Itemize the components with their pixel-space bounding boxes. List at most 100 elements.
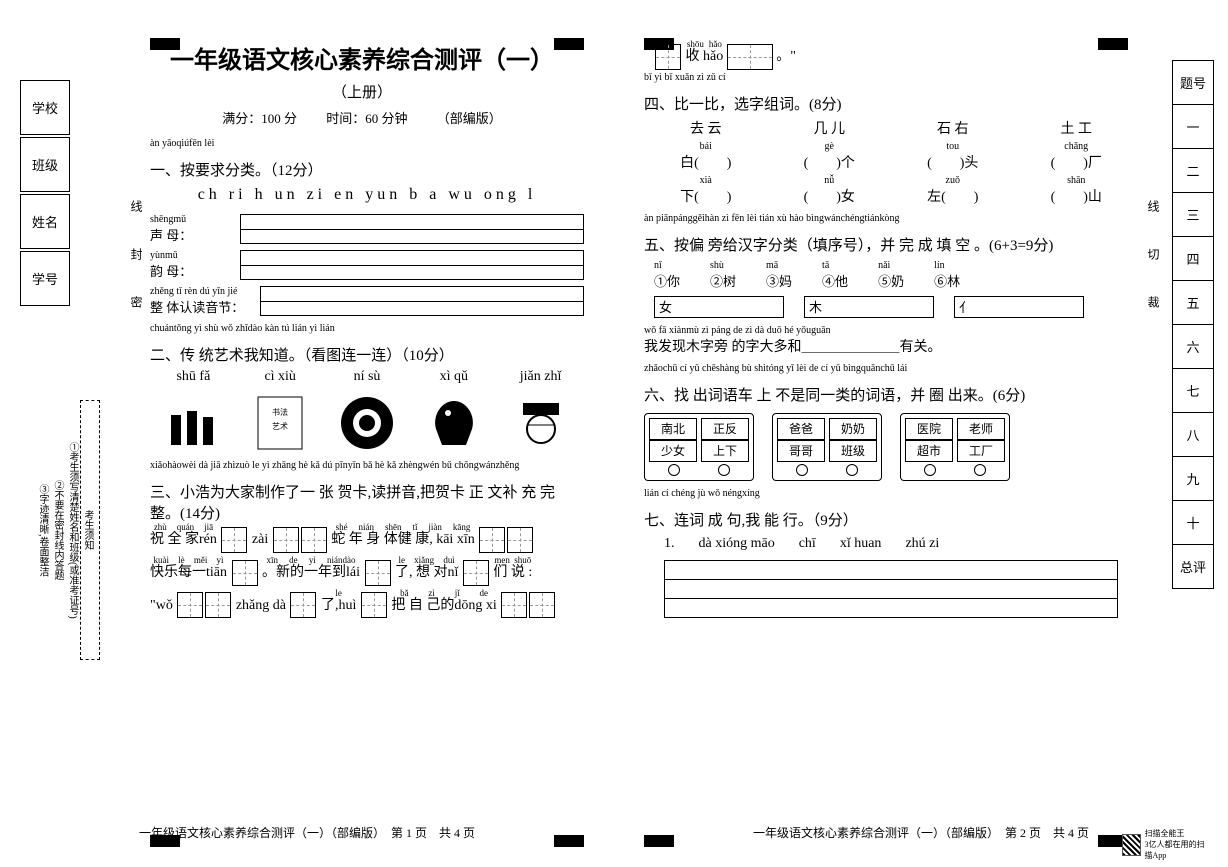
svg-text:艺术: 艺术: [272, 421, 288, 431]
q3-line4: 收 hǎoshōu hǎo 。": [654, 40, 1138, 73]
tian-box[interactable]: [232, 560, 258, 586]
art-calligraphy-icon[interactable]: 书法艺术: [250, 393, 310, 453]
q2-images: 书法艺术: [150, 393, 584, 453]
q5-fill-line[interactable]: 我发现木字旁 的字大多和＿＿＿＿＿＿＿有关。: [644, 336, 1138, 356]
score-head: 题号: [1172, 60, 1214, 105]
q3-line1: 祝 全 家rénzhù quán jiā zài 蛇 年 身 体健 康, kāi…: [150, 523, 584, 556]
tian-box[interactable]: [177, 592, 203, 618]
svg-text:书法: 书法: [272, 407, 288, 417]
tian-box[interactable]: [221, 527, 247, 553]
edition: （部编版）: [437, 111, 502, 126]
info-class[interactable]: 班级: [20, 137, 70, 192]
q1-row-zhengti: zhěng tǐ rèn dú yīn jié整 体认读音节：: [150, 286, 584, 316]
exam-meta: 满分：100 分 时间：60 分钟 （部编版）: [140, 108, 584, 127]
q4-row1: bái白( ) gè( )个 tou( )头 chǎng( )厂: [644, 142, 1138, 172]
tian-box[interactable]: [290, 592, 316, 618]
score-total[interactable]: 总评: [1172, 544, 1214, 589]
exam-title: 一年级语文核心素养综合测评（一）: [140, 40, 584, 75]
tian-box-wide[interactable]: [727, 44, 773, 70]
tian-box[interactable]: [301, 527, 327, 553]
art-opera-icon[interactable]: [511, 393, 571, 453]
q6-trains: 南北正反 少女上下 爸爸奶奶 哥哥班级 医院老师 超市工厂: [644, 413, 1138, 481]
score-2[interactable]: 二: [1172, 148, 1214, 193]
train-1[interactable]: 南北正反 少女上下: [644, 413, 754, 481]
info-id[interactable]: 学号: [20, 251, 70, 306]
score-9[interactable]: 九: [1172, 456, 1214, 501]
tian-box[interactable]: [365, 560, 391, 586]
q2-title: 二、传 统艺术我知道。（看图连一连）（10分）: [150, 344, 584, 365]
q5-items: nǐ①你 shù②树 mā③妈 tā④他 nǎi⑤奶 lín⑥林: [654, 261, 1138, 290]
q3-pinyin: xiǎohàowèi dà jiā zhìzuò le yì zhāng hè …: [150, 461, 584, 471]
q3-title: 三、小浩为大家制作了一 张 贺卡,读拼音,把贺卡 正 文补 充 完 整。(14分…: [150, 481, 584, 523]
q1-pinyin: àn yāoqiúfēn lèi: [150, 139, 584, 149]
reg-mark: [554, 38, 584, 50]
rad-box-nv[interactable]: 女: [654, 296, 784, 318]
scanner-watermark: 扫描全能王 3亿人都在用的扫描App: [1122, 828, 1212, 861]
q6-pinyin: zhǎochū cí yǔ chēshàng bù shìtóng yī lèi…: [644, 364, 1138, 374]
q4-title: 四、比一比，选字组词。(8分): [644, 93, 1138, 114]
time-limit: 时间：60 分钟: [326, 111, 407, 126]
tian-box[interactable]: [205, 592, 231, 618]
q7-s1: 1. dà xióng māo chī xǐ huan zhú zi: [664, 536, 1138, 552]
tian-box[interactable]: [463, 560, 489, 586]
info-school[interactable]: 学校: [20, 80, 70, 135]
qr-icon: [1122, 834, 1141, 856]
q4-pinyin: bǐ yì bǐ xuǎn zì zǔ cí: [644, 73, 1138, 83]
q2-labels: shū fǎ cì xiù ní sù xì qǔ jiǎn zhǐ: [150, 369, 584, 385]
score-8[interactable]: 八: [1172, 412, 1214, 457]
q5-pinyin: àn piānpánggěihàn zì fēn lèi tián xù hào…: [644, 214, 1138, 224]
score-7[interactable]: 七: [1172, 368, 1214, 413]
q6-title: 六、找 出词语车 上 不是同一类的词语，并 圈 出来。(6分): [644, 384, 1138, 405]
tian-box[interactable]: [361, 592, 387, 618]
page-2: 题号 一 二 三 四 五 六 七 八 九 十 总评 线 切 裁 收 hǎoshō…: [614, 0, 1228, 867]
art-figurines-icon[interactable]: [163, 393, 223, 453]
tian-box[interactable]: [529, 592, 555, 618]
reg-mark: [150, 38, 180, 50]
q1-row-shengmu: shēngmǔ声 母：: [150, 214, 584, 244]
score-1[interactable]: 一: [1172, 104, 1214, 149]
page-1: 学校 班级 姓名 学号 考生须知 ①考生须写清楚姓名和班级(或准考证号) ②不要…: [0, 0, 614, 867]
rad-box-ren[interactable]: 亻: [954, 296, 1084, 318]
q7-title: 七、连词 成 句,我 能 行。（9分）: [644, 509, 1138, 530]
answer-box[interactable]: [260, 286, 584, 316]
score-4[interactable]: 四: [1172, 236, 1214, 281]
exam-subtitle: （上册）: [140, 81, 584, 102]
art-embroidery-icon[interactable]: [337, 393, 397, 453]
q5-title: 五、按偏 旁给汉字分类（填序号），并 完 成 填 空 。(6+3=9分): [644, 234, 1138, 255]
score-6[interactable]: 六: [1172, 324, 1214, 369]
train-2[interactable]: 爸爸奶奶 哥哥班级: [772, 413, 882, 481]
tian-box[interactable]: [479, 527, 505, 553]
q7-pinyin: lián cí chéng jù wǒ néngxíng: [644, 489, 1138, 499]
q3-line2: 快乐每一tiānkuài lè měi yì 。新的一年到láixīn de y…: [150, 556, 584, 589]
cut-line-label: 线 切 裁: [1145, 200, 1162, 308]
q3-line3: "wǒ zhǎng dà 了,huìle 把 自 己的dōng xibǎ zì …: [150, 589, 584, 622]
rad-box-mu[interactable]: 木: [804, 296, 934, 318]
reg-mark: [1098, 38, 1128, 50]
q4-row2: xià下( ) nǚ( )女 zuǒ左( ) shān( )山: [644, 176, 1138, 206]
q1-title: 一、按要求分类。（12分）: [150, 159, 584, 180]
full-score: 满分：100 分: [222, 111, 297, 126]
sheet: 学校 班级 姓名 学号 考生须知 ①考生须写清楚姓名和班级(或准考证号) ②不要…: [0, 0, 1228, 867]
student-info-column: 学校 班级 姓名 学号: [20, 80, 70, 308]
seal-line-label: 线 封 密: [128, 200, 145, 308]
answer-box[interactable]: [240, 250, 584, 280]
answer-box[interactable]: [240, 214, 584, 244]
q5-line-py: wǒ fā xiànmù zì páng de zì dà duō hé yǒu…: [644, 326, 1138, 336]
q4-pairs: 去 云 几 儿 石 右 土 工: [644, 118, 1138, 138]
score-3[interactable]: 三: [1172, 192, 1214, 237]
train-3[interactable]: 医院老师 超市工厂: [900, 413, 1010, 481]
q2-pinyin: chuántǒng yì shù wǒ zhīdào kàn tú lián y…: [150, 324, 584, 334]
q5-radicals: 女 木 亻: [654, 296, 1138, 318]
score-column: 题号 一 二 三 四 五 六 七 八 九 十 总评: [1172, 60, 1214, 588]
score-10[interactable]: 十: [1172, 500, 1214, 545]
exam-notice: 考生须知 ①考生须写清楚姓名和班级(或准考证号) ②不要在密封线内答题 ③字迹清…: [80, 400, 100, 660]
tian-box[interactable]: [655, 44, 681, 70]
q7-answer-lines[interactable]: [664, 560, 1118, 618]
tian-box[interactable]: [501, 592, 527, 618]
score-5[interactable]: 五: [1172, 280, 1214, 325]
q1-letters: ch ri h un zi en yun b a wu ong l: [150, 186, 584, 204]
tian-box[interactable]: [507, 527, 533, 553]
tian-box[interactable]: [273, 527, 299, 553]
info-name[interactable]: 姓名: [20, 194, 70, 249]
art-papercut-icon[interactable]: [424, 393, 484, 453]
